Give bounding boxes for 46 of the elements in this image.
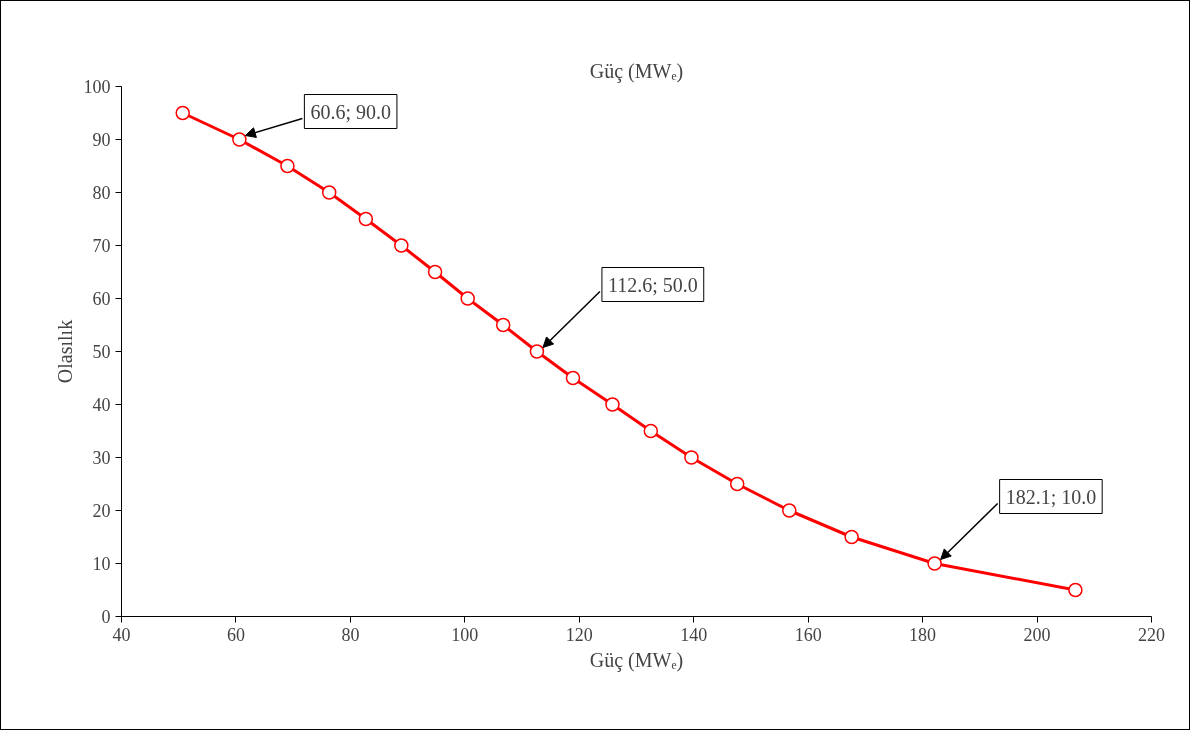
point xyxy=(844,529,859,545)
y-tick-label: 30 xyxy=(92,448,111,468)
y-tick-label: 60 xyxy=(92,289,111,309)
point xyxy=(684,450,699,465)
y-tick-label: 40 xyxy=(92,395,111,415)
annotation: 182.1; 10.0 xyxy=(1005,485,1097,508)
point xyxy=(175,105,190,121)
y-tick-label: 100 xyxy=(83,77,111,97)
annotation: 60.6; 90.0 xyxy=(310,100,391,123)
y-tick-label: 80 xyxy=(92,183,111,203)
y-tick-label: 0 xyxy=(101,607,111,627)
x-tick-label: 200 xyxy=(1023,624,1051,645)
x-tick-label: 40 xyxy=(112,624,131,645)
point xyxy=(782,503,797,518)
point xyxy=(565,370,581,386)
chart-title: Güç (MWₑ) xyxy=(589,59,684,83)
point xyxy=(927,556,942,571)
point xyxy=(321,185,337,200)
point xyxy=(460,291,475,306)
x-tick-label: 120 xyxy=(565,624,593,645)
point xyxy=(529,344,545,359)
x-tick-label: 80 xyxy=(341,624,360,645)
y-tick-label: 10 xyxy=(92,554,111,574)
x-tick-label: 220 xyxy=(1138,624,1165,645)
point xyxy=(358,211,374,227)
point xyxy=(495,317,511,333)
y-tick-label: 70 xyxy=(92,236,111,256)
point xyxy=(1068,582,1083,598)
y-tick-label: 50 xyxy=(92,342,111,362)
point xyxy=(427,264,443,280)
x-tick-label: 140 xyxy=(680,624,708,645)
y-axis-title: Olasılık xyxy=(53,319,76,384)
annotation: 112.6; 50.0 xyxy=(607,273,698,296)
point xyxy=(605,397,620,412)
x-axis-title: Güç (MWₑ) xyxy=(589,648,684,672)
x-tick-label: 160 xyxy=(794,624,822,645)
point xyxy=(643,423,659,439)
point xyxy=(394,238,409,253)
x-tick-label: 180 xyxy=(909,624,937,645)
y-tick-label: 90 xyxy=(92,130,111,150)
x-tick-label: 60 xyxy=(226,624,245,645)
x-tick-label: 100 xyxy=(451,624,479,645)
point xyxy=(232,132,247,147)
point xyxy=(729,476,745,492)
y-tick-label: 20 xyxy=(92,501,111,521)
point xyxy=(280,158,295,174)
